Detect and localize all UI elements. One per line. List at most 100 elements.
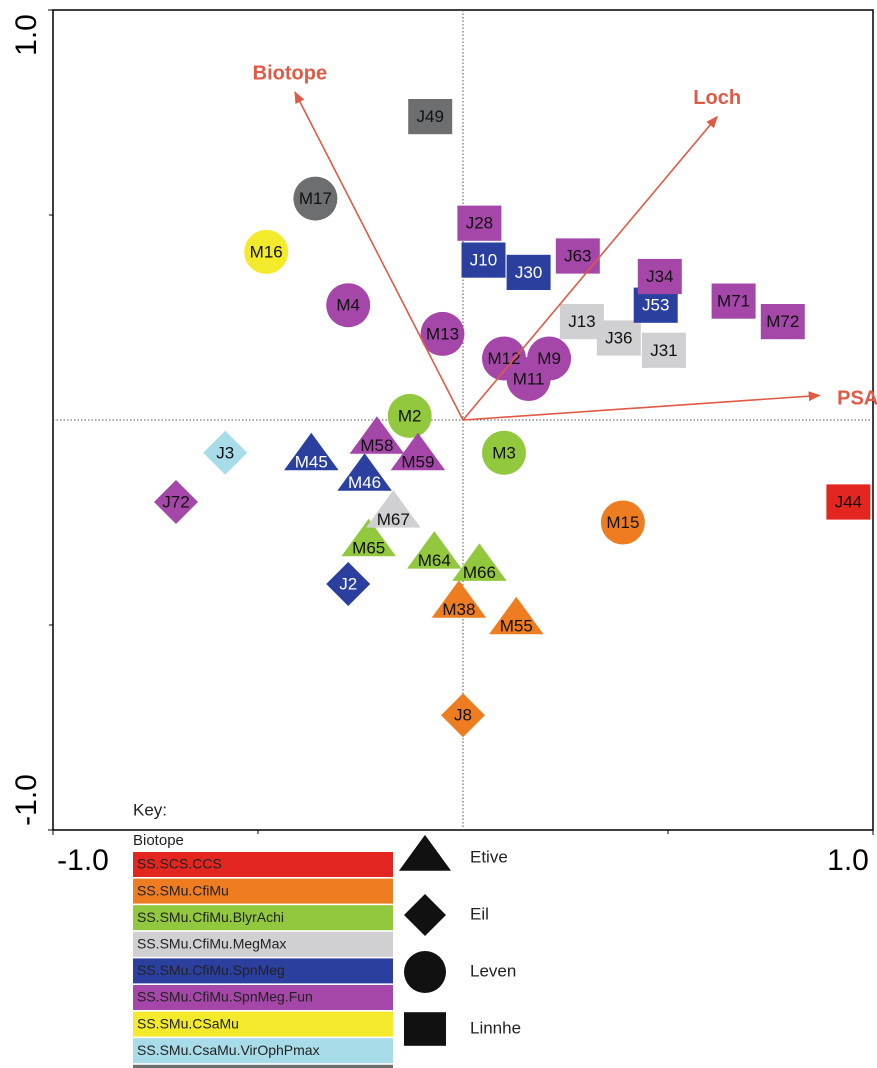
legend-shape	[404, 1012, 446, 1046]
point-label: M55	[500, 616, 533, 635]
legend-label: SS.SMu.CfiMu.MegMax	[137, 936, 286, 952]
point	[506, 254, 551, 290]
point-label: M17	[299, 189, 332, 208]
point-label: J36	[605, 328, 632, 347]
y-tick-label: -1.0	[10, 774, 43, 826]
legend-swatch	[133, 931, 393, 957]
point-label: M11	[513, 369, 545, 388]
vector-arrow	[294, 91, 464, 421]
point-label: J53	[642, 296, 669, 315]
legend-label: SS.SMu.CfiMu.SpnMeg.Fun	[137, 989, 313, 1005]
legend-label: SS.SMu.CSaMu	[137, 1015, 239, 1031]
point-label: J31	[650, 341, 677, 360]
legend-label: Etive	[470, 847, 508, 866]
point	[711, 283, 756, 319]
point	[482, 430, 526, 475]
point	[457, 205, 502, 241]
point-label: J34	[646, 267, 673, 286]
x-tick-label: -1.0	[57, 844, 109, 877]
point	[293, 176, 338, 221]
point	[452, 543, 507, 581]
point	[637, 258, 682, 295]
legend-shape	[404, 951, 446, 993]
point-label: M38	[442, 600, 475, 619]
point	[390, 432, 446, 471]
point-label: M71	[717, 292, 750, 311]
point-label: M4	[336, 296, 360, 315]
legend-swatch	[133, 1064, 393, 1068]
vector-arrow	[462, 391, 821, 421]
point-label: M13	[426, 324, 459, 343]
legend-swatch	[133, 852, 393, 877]
point	[641, 332, 686, 368]
vector-label: PSA	[837, 388, 877, 410]
point	[420, 311, 465, 356]
point-label: J13	[568, 312, 595, 331]
vector-label: Loch	[693, 87, 741, 109]
vector-arrow	[462, 115, 718, 421]
point-label: M67	[377, 510, 410, 529]
point-label: J3	[216, 443, 234, 462]
point-label: M9	[537, 349, 561, 368]
legend-label: SS.SCS.CCS	[137, 856, 222, 872]
point-label: J10	[470, 251, 497, 270]
legend-label: SS.SMu.CfiMu.BlyrAchi	[137, 909, 284, 925]
legend-label: SS.SMu.CsaMu.VirOphPmax	[137, 1042, 320, 1058]
point	[326, 562, 371, 606]
key-title: Key:	[133, 800, 167, 819]
legend-swatch	[133, 905, 393, 931]
point	[341, 518, 396, 557]
legend-shape	[404, 894, 446, 936]
legend-swatch	[133, 985, 393, 1010]
legend-title: Biotope	[133, 832, 184, 849]
point	[559, 304, 604, 340]
point	[489, 596, 544, 635]
legend-label: Leven	[470, 961, 516, 980]
point-label: M64	[418, 551, 451, 570]
legend-label: SS.SMu.CfiMu	[137, 882, 229, 898]
point	[506, 357, 551, 401]
point-label: J44	[835, 492, 862, 511]
point	[366, 490, 421, 528]
point-label: J2	[339, 574, 357, 593]
point	[349, 416, 405, 454]
point-label: M15	[606, 513, 639, 532]
legend-swatch	[133, 958, 393, 984]
point	[203, 430, 248, 475]
point-label: J8	[454, 706, 472, 725]
point	[326, 283, 371, 328]
point	[407, 531, 462, 569]
point-label: M3	[492, 443, 516, 462]
point	[826, 484, 871, 520]
point	[244, 229, 289, 274]
point-label: M45	[295, 452, 328, 471]
point-label: M65	[352, 538, 385, 557]
point-label: M66	[463, 563, 496, 582]
point-label: J28	[466, 214, 493, 233]
point-label: J72	[162, 492, 189, 511]
x-tick-label: 1.0	[827, 844, 869, 877]
point	[154, 480, 198, 524]
y-tick-label: 1.0	[10, 14, 43, 56]
point	[408, 99, 453, 135]
point	[596, 320, 641, 356]
legend-swatch	[133, 1011, 393, 1037]
point-label: M12	[487, 349, 520, 368]
point-label: M16	[250, 242, 283, 261]
point	[600, 500, 645, 545]
point-label: M59	[401, 452, 434, 471]
point	[284, 432, 339, 471]
point-label: J30	[515, 263, 542, 282]
point-label: J63	[564, 246, 591, 265]
legend-swatch	[133, 1038, 393, 1064]
point	[461, 242, 506, 278]
point-label: J49	[416, 107, 443, 126]
point	[555, 238, 600, 274]
point-label: M58	[360, 436, 393, 455]
legend-shape	[398, 834, 452, 871]
point-label: M72	[766, 312, 799, 331]
point	[760, 304, 805, 340]
legend-label: Eil	[470, 904, 489, 923]
legend-label: SS.SMu.CfiMu.SpnMeg	[137, 962, 285, 978]
point	[431, 580, 487, 618]
